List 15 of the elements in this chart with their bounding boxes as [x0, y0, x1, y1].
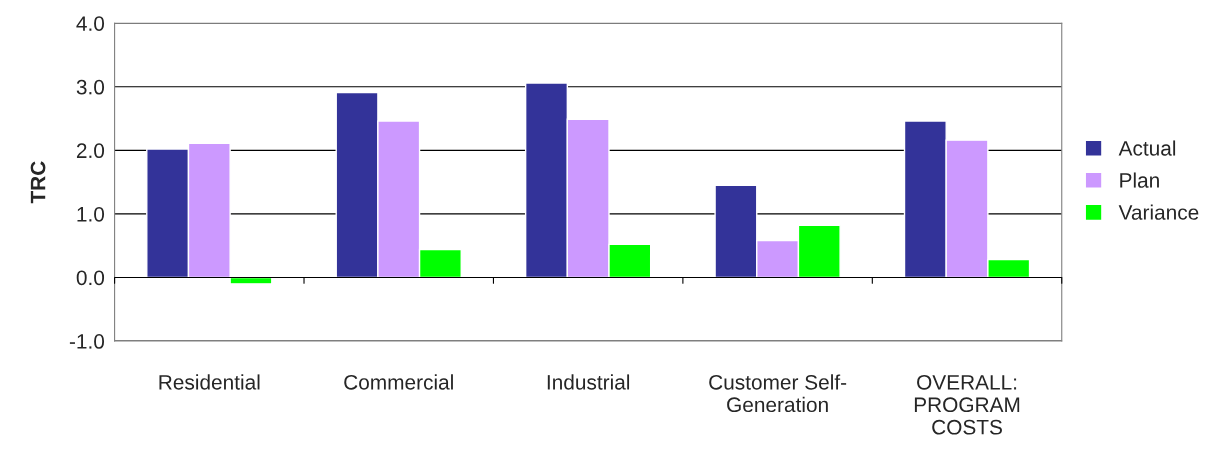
y-tick-label: 1.0 — [77, 206, 105, 222]
y-tick-label: 3.0 — [76, 79, 105, 95]
y-tick-label: 4.0 — [76, 16, 105, 31]
y-tick-label: 0.0 — [76, 270, 105, 286]
y-axis-title: TRC — [30, 161, 46, 204]
legend-label: Plan — [1120, 172, 1159, 188]
legend-label: Actual — [1118, 140, 1176, 156]
x-tick-label: Industrial — [547, 374, 630, 390]
y-tick-label: 2.0 — [76, 143, 105, 159]
x-tick-label: Residential — [159, 374, 260, 390]
x-tick-label: Commercial — [344, 374, 453, 390]
legend-label: Variance — [1118, 204, 1199, 220]
x-tick-label: Customer Self- Generation — [709, 374, 847, 413]
x-tick-label: OVERALL: PROGRAM COSTS — [914, 374, 1020, 435]
y-tick-label: -1.0 — [69, 334, 105, 349]
